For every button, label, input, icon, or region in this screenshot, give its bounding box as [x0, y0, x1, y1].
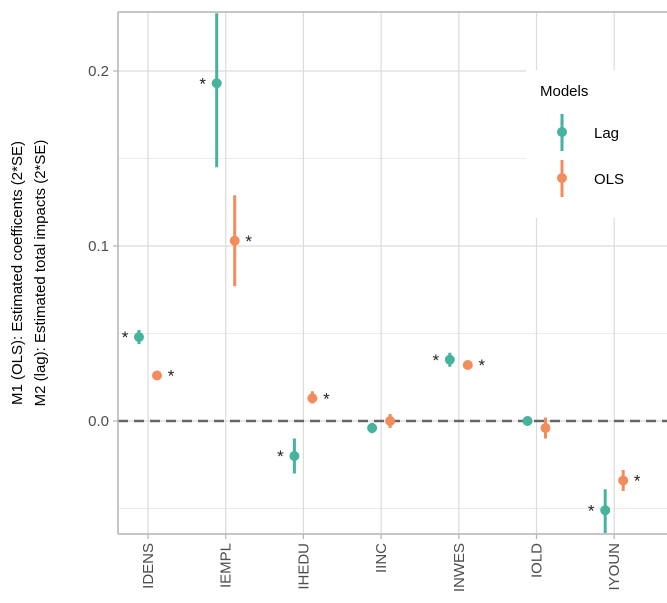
point-lag — [289, 451, 300, 461]
legend-title: Models — [540, 83, 588, 100]
x-tick-label: INWES — [451, 543, 468, 592]
point-lag — [444, 354, 455, 365]
x-tick-label: IYOUN — [606, 543, 623, 591]
data-points — [134, 78, 629, 516]
significance-star-ols: * — [168, 367, 175, 386]
x-tick-label: IDENS — [140, 543, 157, 589]
significance-star-ols: * — [245, 232, 252, 251]
y-axis-title-line-2: M2 (lag): Estimated total impacts (2*SE) — [32, 140, 49, 407]
point-lag — [211, 78, 222, 89]
y-axis-title-line-1: M1 (OLS): Estimated coefficents (2*SE) — [9, 141, 26, 405]
legend-label-lag: Lag — [594, 125, 619, 142]
x-axis-ticks: IDENS IEMPL IHEDU IINC INWES IOLD IYOUN — [140, 534, 623, 592]
point-lag — [522, 416, 533, 426]
significance-star-ols: * — [634, 472, 641, 491]
significance-star-lag: * — [588, 501, 595, 520]
significance-stars: * * * * * * * * * * — [122, 74, 641, 520]
point-ols — [540, 423, 551, 433]
point-lag — [600, 505, 611, 516]
x-tick-label: IHEDU — [295, 543, 312, 590]
y-axis-ticks: 0.0 0.1 0.2 — [88, 63, 118, 430]
point-ols — [229, 235, 240, 246]
legend: Models Lag OLS — [526, 70, 667, 218]
point-ols — [152, 370, 162, 381]
x-tick-label: IOLD — [529, 543, 546, 578]
significance-star-lag: * — [432, 351, 439, 370]
significance-star-lag: * — [277, 447, 284, 466]
y-tick-label: 0.1 — [88, 238, 109, 255]
point-ols — [385, 416, 396, 426]
y-tick-label: 0.2 — [88, 63, 109, 80]
significance-star-lag: * — [199, 74, 206, 93]
point-lag — [367, 423, 378, 433]
point-ols — [618, 475, 629, 486]
point-ols — [307, 393, 318, 404]
point-lag — [134, 332, 144, 342]
legend-label-ols: OLS — [594, 171, 624, 188]
significance-star-lag: * — [122, 328, 129, 347]
legend-key-ols-point — [557, 173, 567, 183]
significance-star-ols: * — [478, 356, 485, 375]
legend-background — [526, 70, 667, 218]
point-ols — [462, 360, 473, 370]
legend-key-lag-point — [557, 127, 567, 137]
x-tick-label: IINC — [373, 543, 390, 573]
x-tick-label: IEMPL — [218, 543, 235, 588]
y-tick-label: 0.0 — [88, 413, 109, 430]
significance-star-ols: * — [323, 389, 330, 408]
